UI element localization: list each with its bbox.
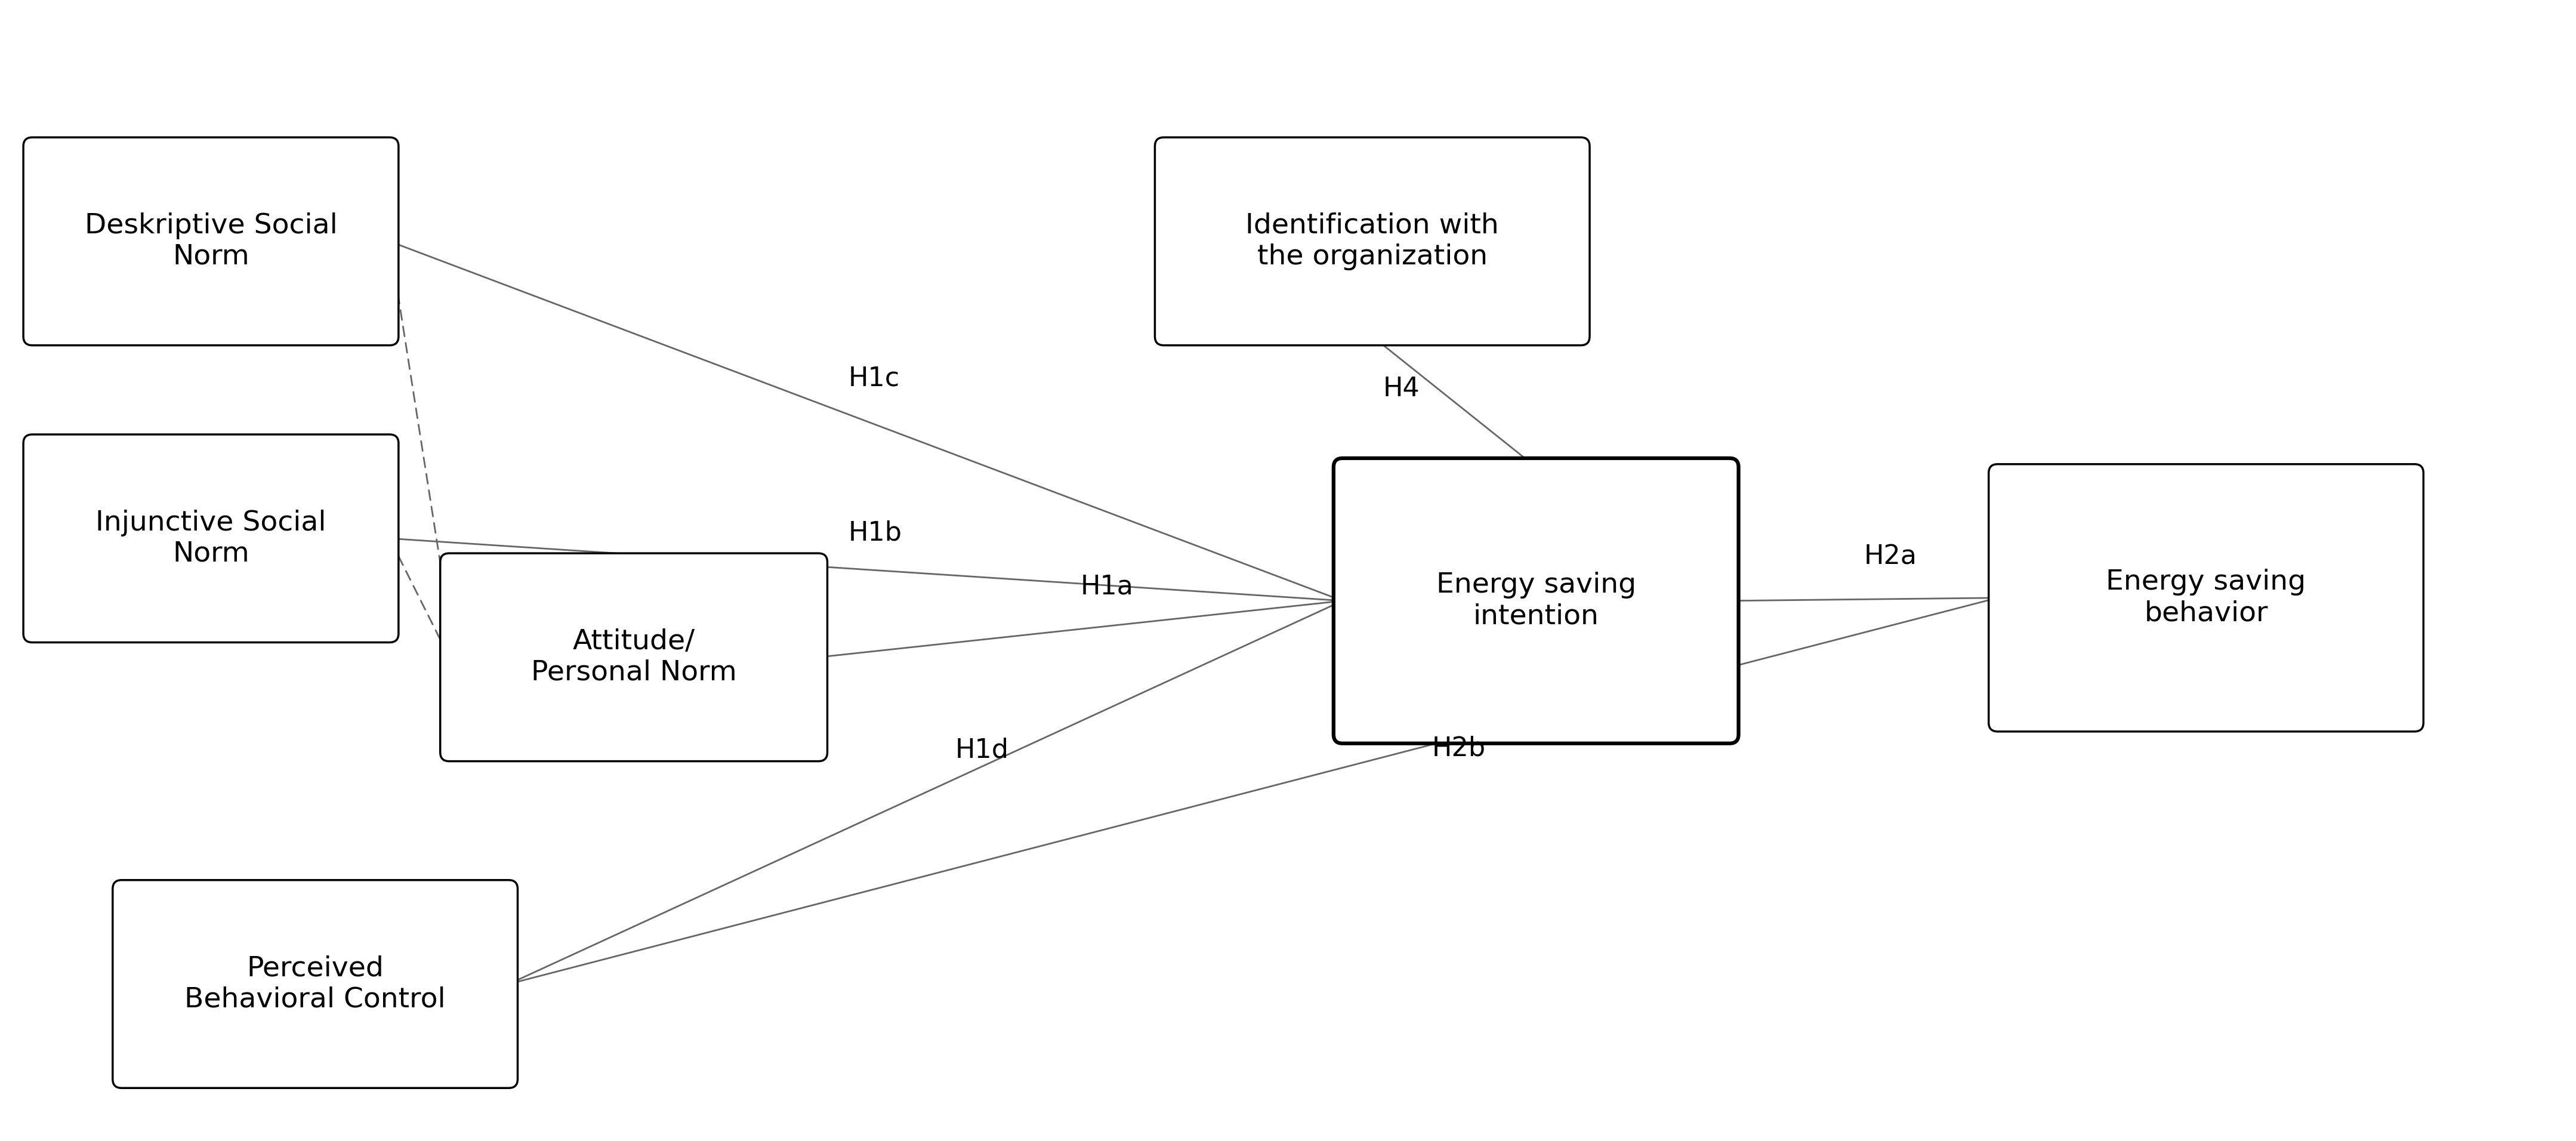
FancyBboxPatch shape: [113, 880, 518, 1089]
Text: Deskriptive Social
Norm: Deskriptive Social Norm: [85, 212, 337, 270]
Text: Injunctive Social
Norm: Injunctive Social Norm: [95, 510, 327, 567]
FancyBboxPatch shape: [23, 435, 399, 642]
Text: Energy saving
intention: Energy saving intention: [1435, 572, 1636, 630]
Text: Identification with
the organization: Identification with the organization: [1247, 212, 1499, 270]
Text: H2a: H2a: [1862, 544, 1917, 569]
FancyBboxPatch shape: [1989, 464, 2424, 731]
Text: H2b: H2b: [1432, 736, 1486, 761]
FancyBboxPatch shape: [440, 553, 827, 761]
Text: Attitude/
Personal Norm: Attitude/ Personal Norm: [531, 629, 737, 686]
Text: H4: H4: [1383, 377, 1419, 402]
FancyBboxPatch shape: [1154, 137, 1589, 346]
Text: Energy saving
behavior: Energy saving behavior: [2107, 569, 2306, 626]
FancyBboxPatch shape: [23, 137, 399, 346]
Text: Perceived
Behavioral Control: Perceived Behavioral Control: [185, 955, 446, 1013]
Text: H1a: H1a: [1079, 574, 1133, 599]
FancyBboxPatch shape: [1334, 459, 1739, 744]
Text: H1c: H1c: [848, 366, 899, 391]
Text: H1d: H1d: [956, 737, 1010, 762]
Text: H1b: H1b: [848, 520, 902, 545]
